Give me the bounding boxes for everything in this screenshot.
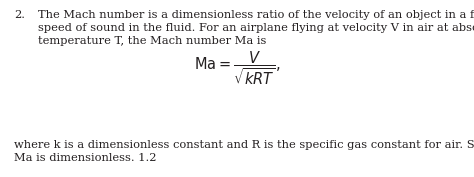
Text: $\mathrm{Ma} = \dfrac{V}{\sqrt{\mathit{kRT}}},$: $\mathrm{Ma} = \dfrac{V}{\sqrt{\mathit{k…	[194, 49, 280, 87]
Text: speed of sound in the fluid. For an airplane flying at velocity V in air at abso: speed of sound in the fluid. For an airp…	[38, 23, 474, 33]
Text: 2.: 2.	[14, 10, 25, 20]
Text: where k is a dimensionless constant and R is the specific gas constant for air. : where k is a dimensionless constant and …	[14, 140, 474, 150]
Text: Ma is dimensionless. 1.2: Ma is dimensionless. 1.2	[14, 153, 156, 163]
Text: temperature T, the Mach number Ma is: temperature T, the Mach number Ma is	[38, 36, 266, 46]
Text: The Mach number is a dimensionless ratio of the velocity of an object in a fluid: The Mach number is a dimensionless ratio…	[38, 10, 474, 20]
